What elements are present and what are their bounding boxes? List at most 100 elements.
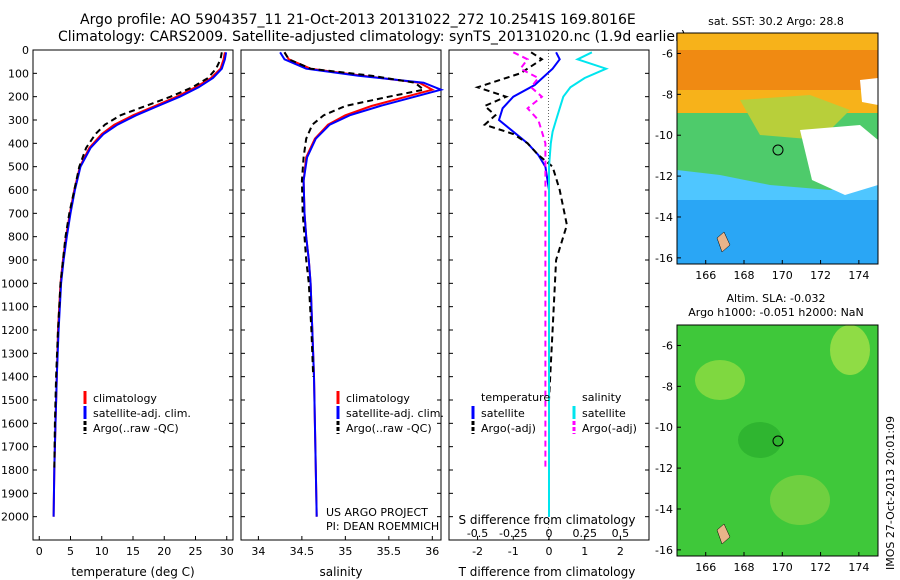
sst-map-panel: sat. SST: 30.2 Argo: 28.8 166 168 170 172 17… — [655, 15, 879, 282]
x-tick-label: 172 — [810, 269, 831, 282]
legend-title-temperature: temperature — [481, 391, 550, 404]
difference-legend: temperature satellite Argo(-adj) salinit… — [471, 391, 637, 435]
x-tick-label: 10 — [95, 545, 109, 558]
x-tick-label: 30 — [220, 545, 234, 558]
legend-label-t-argo: Argo(-adj) — [481, 422, 536, 435]
y-tick-label: 800 — [8, 231, 29, 244]
y-tick-label: 500 — [8, 161, 29, 174]
legend-label-climatology: climatology — [93, 392, 157, 405]
sst-cool-region — [677, 200, 878, 264]
series-line — [548, 51, 609, 517]
x-tick-label: 34.5 — [290, 545, 315, 558]
top-tick-label: -0.25 — [499, 527, 527, 540]
y-tick-label: 600 — [8, 184, 29, 197]
y-tick-label: 0 — [22, 44, 29, 57]
x-tick-label: 174 — [848, 561, 869, 574]
y-tick-label: 1300 — [1, 347, 29, 360]
legend-label-satellite: satellite-adj. clim. — [93, 407, 191, 420]
credit-project: US ARGO PROJECT — [326, 506, 428, 519]
y-tick-label: 1500 — [1, 394, 29, 407]
x-tick-label: 0 — [546, 545, 553, 558]
y-tick-label: 1100 — [1, 301, 29, 314]
land-island — [716, 231, 731, 253]
sla-high-patch-2 — [830, 325, 870, 375]
y-tick-label: -12 — [655, 462, 673, 475]
sla-map-panel: Altim. SLA: -0.032 Argo h1000: -0.051 h2… — [655, 292, 879, 574]
temperature-panel: 0 5 10 15 20 25 300100200300400500600700800900… — [1, 44, 234, 579]
y-tick-label: -16 — [655, 252, 673, 265]
x-tick-label: 36 — [425, 545, 439, 558]
x-tick-label: 2 — [617, 545, 624, 558]
y-tick-label: -12 — [655, 170, 673, 183]
header-line2: Climatology: CARS2009. Satellite-adjuste… — [58, 29, 687, 45]
legend-label-s-satellite: satellite — [582, 407, 626, 420]
x-tick-label: 20 — [157, 545, 171, 558]
x-tick-label: 168 — [734, 561, 755, 574]
x-tick-label: 1 — [581, 545, 588, 558]
y-tick-label: 400 — [8, 137, 29, 150]
y-tick-label: 300 — [8, 114, 29, 127]
x-tick-label: 166 — [695, 561, 716, 574]
x-tick-label: -1 — [508, 545, 519, 558]
series-line — [474, 51, 568, 470]
x-tick-label: 170 — [772, 561, 793, 574]
temperature-xlabel: temperature (deg C) — [71, 565, 194, 579]
y-tick-label: 900 — [8, 254, 29, 267]
sla-map-title2: Argo h1000: -0.051 h2000: NaN — [688, 306, 864, 319]
y-tick-label: 700 — [8, 207, 29, 220]
top-tick-label: 0 — [546, 527, 553, 540]
y-tick-label: -10 — [655, 421, 673, 434]
legend-label-argo: Argo(..raw -QC) — [93, 422, 179, 435]
argo-position-marker — [772, 435, 784, 447]
x-tick-label: 170 — [772, 269, 793, 282]
legend-label-satellite: satellite-adj. clim. — [346, 407, 444, 420]
series-line — [497, 51, 561, 517]
y-tick-label: -6 — [662, 339, 673, 352]
series-line — [52, 52, 226, 517]
series-line — [53, 52, 223, 471]
x-tick-label: 15 — [126, 545, 140, 558]
difference-xlabel: T difference from climatology — [458, 565, 636, 579]
x-tick-label: 166 — [695, 269, 716, 282]
legend-label-argo: Argo(..raw -QC) — [346, 422, 432, 435]
top-tick-label: -0.5 — [467, 527, 488, 540]
salinity-xlabel: salinity — [319, 565, 362, 579]
difference-toplabel: S difference from climatology — [459, 513, 636, 527]
credit-pi: PI: DEAN ROEMMICH — [326, 520, 439, 533]
y-tick-label: -14 — [655, 503, 673, 516]
x-tick-label: -2 — [472, 545, 483, 558]
sla-high-patch — [695, 360, 745, 400]
x-tick-label: 174 — [848, 269, 869, 282]
legend-label-s-argo: Argo(-adj) — [582, 422, 637, 435]
sla-low-patch — [738, 422, 782, 458]
x-tick-label: 35.5 — [377, 545, 402, 558]
sst-missing-data-2 — [860, 78, 878, 105]
y-tick-label: -10 — [655, 129, 673, 142]
y-tick-label: 1200 — [1, 324, 29, 337]
series-line — [283, 51, 426, 377]
difference-panel: -2 -1 0 1 2 -0.5 -0.25 0 0.25 0.5 T difference fr… — [448, 49, 650, 579]
x-tick-label: 34 — [251, 545, 265, 558]
sla-map-title1: Altim. SLA: -0.032 — [726, 292, 825, 305]
temperature-legend: climatology satellite-adj. clim. Argo(..… — [83, 391, 191, 435]
y-tick-label: 2000 — [1, 511, 29, 524]
y-tick-label: -6 — [662, 47, 673, 60]
y-tick-label: -8 — [662, 88, 673, 101]
salinity-legend: climatology satellite-adj. clim. Argo(..… — [336, 391, 444, 435]
x-tick-label: 172 — [810, 561, 831, 574]
y-tick-label: 1000 — [1, 277, 29, 290]
sla-high-patch-3 — [770, 475, 830, 525]
series-line — [279, 51, 445, 517]
y-tick-label: 1400 — [1, 371, 29, 384]
sst-hot-band — [677, 50, 878, 90]
argo-position-marker — [772, 144, 784, 156]
y-tick-label: 100 — [8, 67, 29, 80]
y-tick-label: 1700 — [1, 441, 29, 454]
header-line1: Argo profile: AO 5904357_11 21-Oct-2013 … — [80, 12, 636, 28]
legend-label-t-satellite: satellite — [481, 407, 525, 420]
y-tick-label: 1800 — [1, 464, 29, 477]
y-tick-label: 1600 — [1, 417, 29, 430]
x-tick-label: 168 — [734, 269, 755, 282]
series-line — [52, 52, 228, 517]
